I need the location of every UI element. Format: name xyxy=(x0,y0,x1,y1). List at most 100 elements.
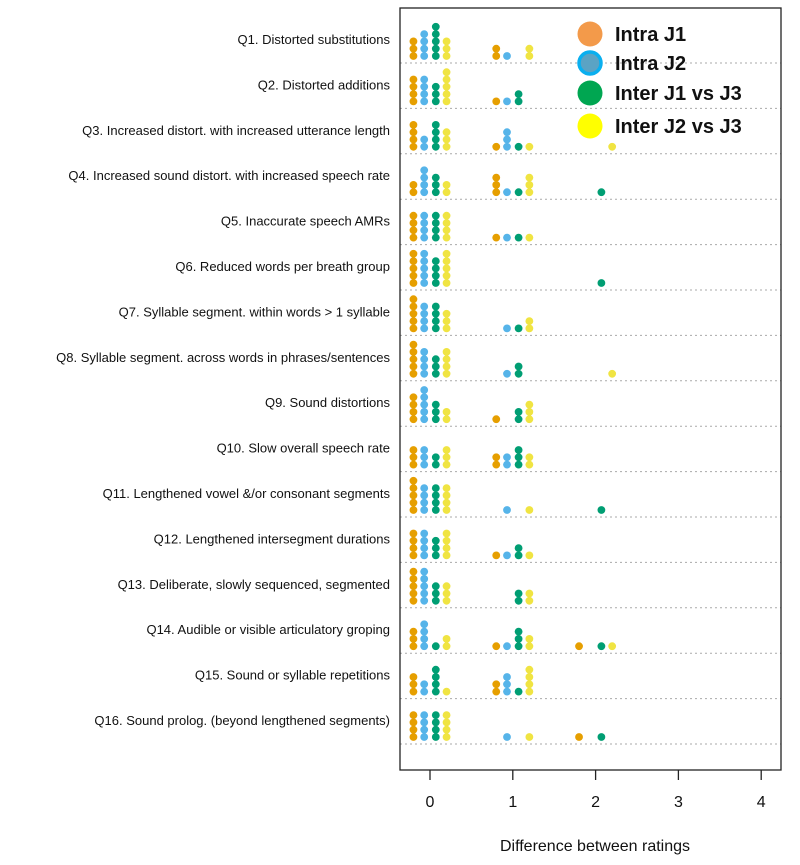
dot-q5-intra-j2 xyxy=(420,226,429,235)
question-label: Q3. Increased distort. with increased ut… xyxy=(82,123,390,138)
dot-q2-inter-j2-vs-j3 xyxy=(442,90,451,98)
dot-q10-intra-j2 xyxy=(503,460,511,469)
dot-q5-inter-j2-vs-j3 xyxy=(442,211,451,220)
dot-q12-intra-j1 xyxy=(409,551,418,560)
question-labels: Q1. Distorted substitutions Q2. Distorted… xyxy=(56,32,390,728)
dot-q7-intra-j2 xyxy=(503,324,511,333)
dot-q1-inter-j2-vs-j3 xyxy=(442,52,451,60)
dot-q11-intra-j1 xyxy=(409,476,418,485)
dot-q7-intra-j2 xyxy=(420,309,429,318)
dot-q8-intra-j1 xyxy=(409,355,418,364)
dot-q6-inter-j1-vs-j3 xyxy=(431,264,440,273)
dot-q10-inter-j2-vs-j3 xyxy=(442,453,451,462)
dot-q14-inter-j2-vs-j3 xyxy=(442,635,451,643)
question-label: Q12. Lengthened intersegment durations xyxy=(154,531,391,546)
dot-q16-inter-j2-vs-j3 xyxy=(525,733,534,741)
dot-q8-intra-j2 xyxy=(503,369,511,378)
dot-q2-intra-j2 xyxy=(503,97,511,106)
dot-q2-intra-j2 xyxy=(420,97,429,106)
dot-q4-inter-j1-vs-j3 xyxy=(431,173,440,182)
dot-q12-inter-j1-vs-j3 xyxy=(431,544,440,552)
dot-q4-inter-j2-vs-j3 xyxy=(442,181,451,189)
dot-q11-intra-j2 xyxy=(420,491,429,500)
dot-q7-inter-j1-vs-j3 xyxy=(431,302,440,311)
dot-q16-intra-j2 xyxy=(420,711,429,719)
dot-q7-inter-j2-vs-j3 xyxy=(442,324,451,333)
dot-q5-intra-j1 xyxy=(409,233,418,242)
dot-q4-intra-j1 xyxy=(409,181,418,189)
dot-q9-inter-j1-vs-j3 xyxy=(431,415,440,424)
dot-q9-intra-j2 xyxy=(420,408,429,416)
plot-frame xyxy=(399,7,782,771)
dot-q13-intra-j2 xyxy=(420,567,429,576)
dot-q5-intra-j1 xyxy=(409,219,418,227)
dot-q12-inter-j1-vs-j3 xyxy=(514,544,523,552)
dot-q8-intra-j2 xyxy=(420,362,429,371)
dot-q8-inter-j1-vs-j3 xyxy=(431,355,440,364)
dot-q1-intra-j1 xyxy=(409,52,418,60)
dot-q16-inter-j1-vs-j3 xyxy=(431,725,440,734)
dot-q10-intra-j1 xyxy=(409,460,418,469)
dot-q4-intra-j1 xyxy=(409,188,418,197)
dot-q16-inter-j2-vs-j3 xyxy=(442,718,451,727)
dot-q7-inter-j1-vs-j3 xyxy=(431,324,440,333)
dot-q9-inter-j2-vs-j3 xyxy=(525,408,534,416)
dot-q3-inter-j1-vs-j3 xyxy=(431,142,440,151)
dot-q7-intra-j2 xyxy=(420,317,429,325)
dot-q2-intra-j2 xyxy=(420,90,429,98)
dot-q9-intra-j1 xyxy=(492,415,501,424)
dot-q3-intra-j1 xyxy=(409,128,418,137)
dot-q9-inter-j1-vs-j3 xyxy=(431,400,440,409)
legend-label: Inter J1 vs J3 xyxy=(615,83,742,105)
dot-q6-intra-j1 xyxy=(409,271,418,280)
dot-q15-inter-j2-vs-j3 xyxy=(525,673,534,681)
dot-q3-intra-j1 xyxy=(492,142,501,151)
dot-q13-inter-j2-vs-j3 xyxy=(525,589,534,598)
dot-q1-inter-j1-vs-j3 xyxy=(431,37,440,46)
dot-q13-inter-j2-vs-j3 xyxy=(442,582,451,591)
dot-q8-intra-j1 xyxy=(409,340,418,349)
dot-q15-intra-j2 xyxy=(503,687,511,696)
dot-q15-intra-j1 xyxy=(492,680,501,689)
dot-q12-intra-j1 xyxy=(409,544,418,552)
dot-q3-inter-j1-vs-j3 xyxy=(514,142,523,151)
dot-q14-inter-j2-vs-j3 xyxy=(442,642,451,651)
dot-q11-intra-j1 xyxy=(409,506,418,514)
dot-q3-intra-j1 xyxy=(409,142,418,151)
dot-q6-intra-j2 xyxy=(420,264,429,273)
dot-q3-inter-j2-vs-j3 xyxy=(525,142,534,151)
dot-q4-intra-j1 xyxy=(492,181,501,189)
dot-q6-inter-j1-vs-j3 xyxy=(431,257,440,265)
dot-q2-intra-j2 xyxy=(420,82,429,91)
dot-q1-intra-j2 xyxy=(420,52,429,60)
dot-q13-intra-j1 xyxy=(409,589,418,598)
dot-q13-inter-j2-vs-j3 xyxy=(442,589,451,598)
dot-q10-inter-j1-vs-j3 xyxy=(514,446,523,454)
dot-q8-inter-j1-vs-j3 xyxy=(514,362,523,371)
dot-q11-intra-j2 xyxy=(420,506,429,514)
dot-q2-inter-j1-vs-j3 xyxy=(514,90,523,98)
dot-q7-inter-j2-vs-j3 xyxy=(525,317,534,325)
dot-q1-inter-j1-vs-j3 xyxy=(431,52,440,60)
dot-q15-intra-j1 xyxy=(409,680,418,689)
dot-q10-intra-j2 xyxy=(420,446,429,454)
dot-q6-intra-j1 xyxy=(409,279,418,287)
dot-q4-intra-j2 xyxy=(420,173,429,182)
dot-q16-inter-j1-vs-j3 xyxy=(431,711,440,719)
dot-q10-intra-j1 xyxy=(492,460,501,469)
dot-q1-intra-j2 xyxy=(503,52,511,60)
dot-q2-inter-j1-vs-j3 xyxy=(431,82,440,91)
dot-q7-inter-j2-vs-j3 xyxy=(442,317,451,325)
dot-q4-inter-j1-vs-j3 xyxy=(514,188,523,197)
x-tick-label: 2 xyxy=(591,794,600,811)
x-tick-label: 1 xyxy=(508,794,517,811)
dot-q16-intra-j1 xyxy=(409,725,418,734)
question-label: Q5. Inaccurate speech AMRs xyxy=(221,214,391,229)
dot-q2-intra-j1 xyxy=(409,82,418,91)
dot-q9-intra-j2 xyxy=(420,386,429,394)
dot-q9-inter-j2-vs-j3 xyxy=(525,400,534,409)
dot-q10-inter-j2-vs-j3 xyxy=(525,453,534,462)
dot-q1-inter-j1-vs-j3 xyxy=(431,44,440,53)
dot-q15-intra-j1 xyxy=(492,687,501,696)
dot-q5-intra-j2 xyxy=(503,233,511,242)
